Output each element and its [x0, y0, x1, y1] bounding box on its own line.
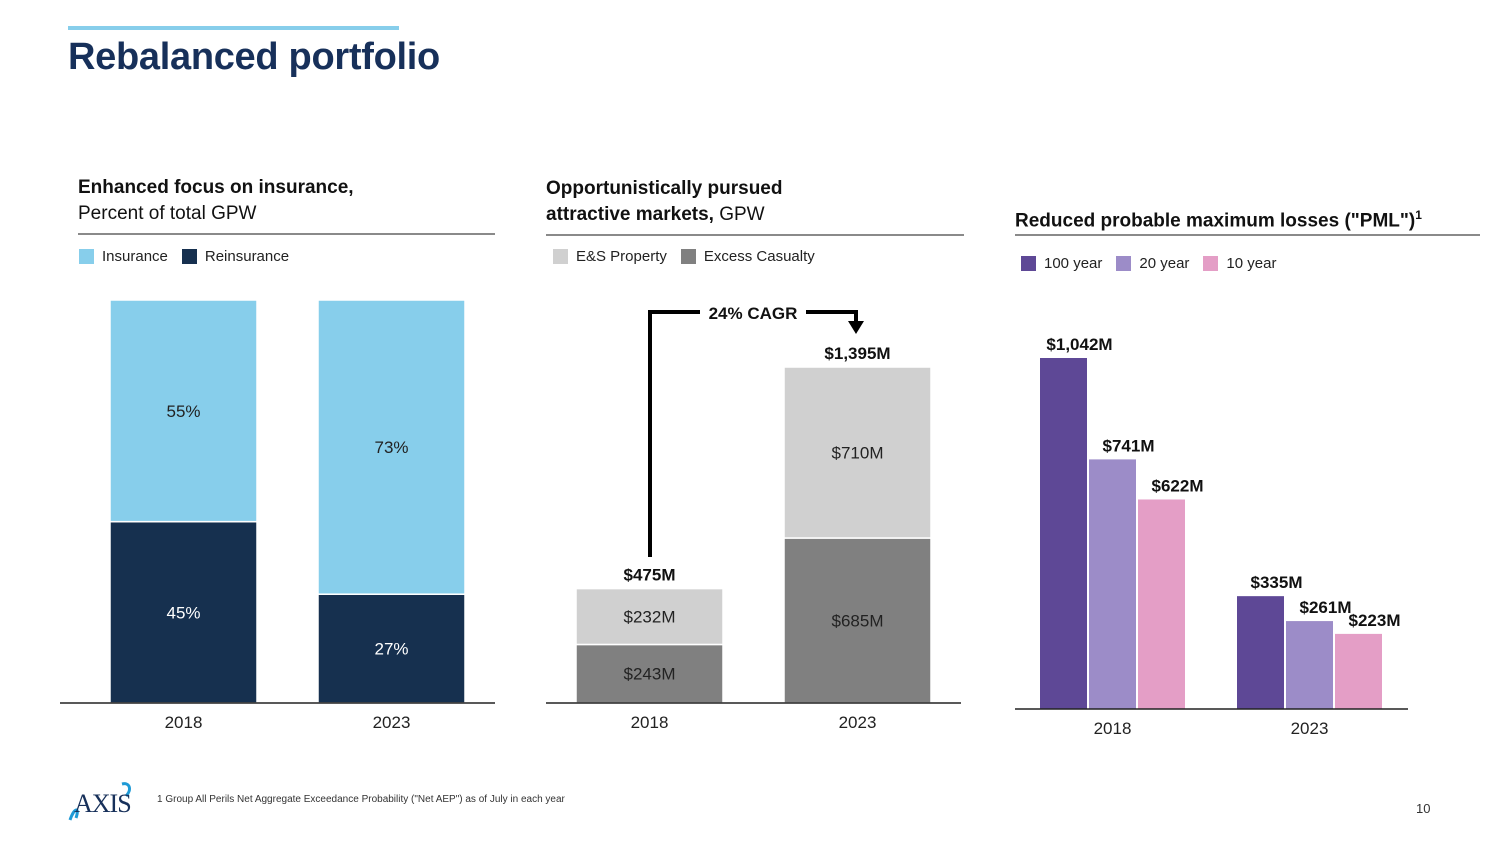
cagr-label: 24% CAGR [709, 304, 798, 323]
legend-label: Excess Casualty [703, 248, 815, 265]
legend-item-100-year: 100 year [1021, 255, 1102, 272]
bar-insurance-2018 [109, 299, 258, 523]
bar-10-year-2018 [1138, 499, 1185, 709]
x-tick-label-2023: 2023 [839, 713, 877, 732]
panel1-divider [78, 233, 495, 235]
panel1-title: Enhanced focus on insurance, Percent of … [78, 175, 354, 227]
legend-swatch [1203, 256, 1219, 271]
bar-10-year-2023 [1335, 633, 1382, 709]
cagr-arrow: 24% CAGR [648, 304, 864, 557]
legend-swatch [1021, 256, 1036, 271]
data-label-100-year-2018: $1,042M [1046, 335, 1112, 354]
legend-item-20-year: 20 year [1116, 255, 1189, 272]
data-label-e-s-property-2023: $710M [832, 444, 884, 463]
x-tick-label-2023: 2023 [373, 713, 411, 732]
legend-item-insurance: Insurance [79, 248, 168, 265]
legend-swatch [79, 249, 94, 264]
data-label-excess-casualty-2023: $685M [832, 612, 884, 631]
legend-label: 100 year [1044, 255, 1103, 272]
bar-reinsurance-2023 [317, 593, 466, 704]
data-label-20-year-2018: $741M [1103, 436, 1155, 455]
panel2-title-sub: GPW [719, 204, 765, 225]
x-tick-label-2023: 2023 [1291, 719, 1329, 738]
footnote-marker: 1 [1415, 208, 1422, 222]
page-title: Rebalanced portfolio [68, 36, 440, 78]
data-label-10-year-2023: $223M [1349, 611, 1401, 630]
cagr-arrow-line [648, 310, 858, 557]
data-label-reinsurance-2018: 45% [166, 603, 200, 622]
bar-100-year-2018 [1040, 358, 1087, 709]
legend-label: Reinsurance [204, 248, 290, 265]
legend-swatch [181, 249, 197, 264]
panel2-divider [546, 234, 964, 236]
data-label-e-s-property-2018: $232M [624, 608, 676, 627]
logo-swoosh [68, 808, 79, 821]
bar-20-year-2018 [1089, 459, 1136, 709]
page-number: 10 [1416, 801, 1431, 816]
logo-swoosh-top [121, 782, 131, 798]
axis-logo: AXIS [68, 782, 132, 821]
bar-e-s-property-2018 [575, 587, 724, 646]
panel2-title-bold-1: Opportunistically pursued [546, 178, 783, 199]
legend-swatch [553, 249, 568, 264]
panel3-divider [1015, 234, 1480, 236]
legend-label: 10 year [1226, 255, 1277, 272]
data-label-10-year-2018: $622M [1152, 476, 1204, 495]
panel1-title-bold: Enhanced focus on insurance, [78, 177, 354, 198]
bar-e-s-property-2023 [783, 366, 932, 539]
data-label-insurance-2018: 55% [166, 402, 200, 421]
total-label-2023: $1,395M [824, 344, 890, 363]
bar-100-year-2023 [1237, 596, 1284, 709]
x-tick-label-2018: 2018 [165, 713, 203, 732]
x-tick-label-2018: 2018 [1094, 719, 1132, 738]
panel1-legend: Insurance Reinsurance [79, 248, 303, 265]
data-label-20-year-2023: $261M [1300, 598, 1352, 617]
x-tick-label-2018: 2018 [631, 713, 669, 732]
total-label-2018: $475M [624, 566, 676, 585]
panel2-title-bold-2: attractive markets, [546, 204, 714, 225]
panel3-title: Reduced probable maximum losses ("PML")1 [1015, 202, 1422, 234]
bar-20-year-2023 [1286, 621, 1333, 709]
panel3-title-bold: Reduced probable maximum losses ("PML") [1015, 210, 1416, 232]
legend-item-10-year: 10 year [1203, 255, 1276, 272]
footnote: 1 Group All Perils Net Aggregate Exceeda… [157, 794, 565, 805]
legend-label: 20 year [1139, 255, 1190, 272]
panel1-title-sub: Percent of total GPW [78, 203, 257, 224]
legend-label: E&S Property [576, 248, 667, 265]
logo-text: AXIS [74, 789, 131, 818]
panel2-title: Opportunistically pursued attractive mar… [546, 176, 782, 228]
legend-swatch [680, 249, 696, 264]
legend-item-reinsurance: Reinsurance [181, 248, 290, 265]
title-accent-bar [68, 26, 399, 30]
bar-excess-casualty-2023 [783, 537, 932, 704]
panel2-legend: E&S Property Excess Casualty [553, 248, 829, 265]
legend-swatch [1116, 256, 1132, 271]
data-label-reinsurance-2023: 27% [374, 640, 408, 659]
data-label-excess-casualty-2018: $243M [624, 665, 676, 684]
legend-item-es-property: E&S Property [553, 248, 667, 265]
bar-insurance-2023 [317, 299, 466, 595]
legend-item-excess-casualty: Excess Casualty [680, 248, 815, 265]
data-label-insurance-2023: 73% [374, 438, 408, 457]
cagr-arrow-head [848, 321, 864, 334]
legend-label: Insurance [102, 248, 168, 265]
data-label-100-year-2023: $335M [1251, 573, 1303, 592]
panel3-legend: 100 year 20 year 10 year [1021, 255, 1290, 272]
